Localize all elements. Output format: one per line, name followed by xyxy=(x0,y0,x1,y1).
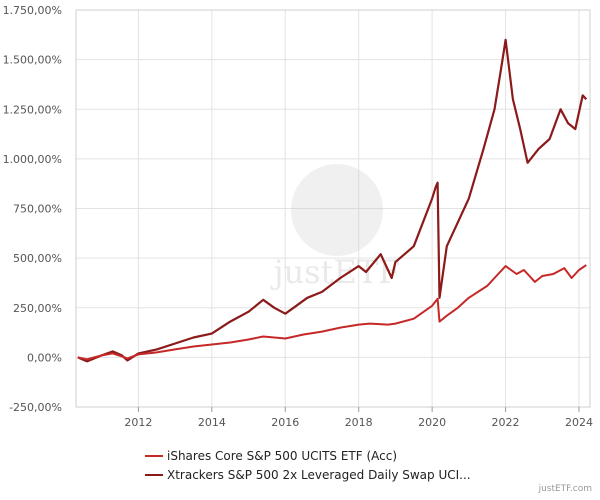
legend-item-xtrackers[interactable]: Xtrackers S&P 500 2x Leveraged Daily Swa… xyxy=(145,465,471,484)
y-tick-label: 1.000,00% xyxy=(3,153,62,166)
legend-label: iShares Core S&P 500 UCITS ETF (Acc) xyxy=(167,448,398,463)
y-tick-label: 750,00% xyxy=(13,203,62,216)
line-chart: justETF -250,00% 0,00% 250,00% 500,00% 750,0… xyxy=(3,4,593,429)
legend-label: Xtrackers S&P 500 2x Leveraged Daily Swa… xyxy=(167,467,471,482)
y-tick-label: 1.250,00% xyxy=(3,103,62,116)
legend-swatch xyxy=(145,473,163,476)
y-axis-ticks: -250,00% 0,00% 250,00% 500,00% 750,00% 1.000,… xyxy=(3,4,62,414)
y-tick-label: 1.750,00% xyxy=(3,4,62,17)
x-axis-ticks: 2012 2014 2016 2018 2020 2022 2024 xyxy=(124,407,593,429)
watermark-logo: justETF xyxy=(270,164,401,291)
series-line-ishares xyxy=(77,264,587,361)
footer-credit: justETF.com xyxy=(538,484,592,494)
y-tick-label: 1.500,00% xyxy=(3,54,62,67)
x-tick-label: 2016 xyxy=(271,416,299,429)
x-tick-label: 2018 xyxy=(345,416,373,429)
watermark-circle xyxy=(291,164,383,256)
x-tick-label: 2014 xyxy=(198,416,226,429)
plot-border xyxy=(75,9,591,408)
y-tick-label: -250,00% xyxy=(9,401,62,414)
y-tick-label: 250,00% xyxy=(13,302,62,315)
series-line-xtrackers xyxy=(77,38,588,363)
x-tick-label: 2024 xyxy=(565,416,593,429)
watermark-text: justETF xyxy=(270,253,401,291)
x-tick-label: 2022 xyxy=(492,416,520,429)
x-tick-label: 2012 xyxy=(124,416,152,429)
legend: iShares Core S&P 500 UCITS ETF (Acc) Xtr… xyxy=(145,446,471,484)
y-tick-label: 500,00% xyxy=(13,252,62,265)
legend-swatch xyxy=(145,454,163,457)
x-tick-label: 2020 xyxy=(418,416,446,429)
series-layer xyxy=(77,38,588,363)
y-tick-label: 0,00% xyxy=(27,351,62,364)
legend-item-ishares[interactable]: iShares Core S&P 500 UCITS ETF (Acc) xyxy=(145,446,471,465)
